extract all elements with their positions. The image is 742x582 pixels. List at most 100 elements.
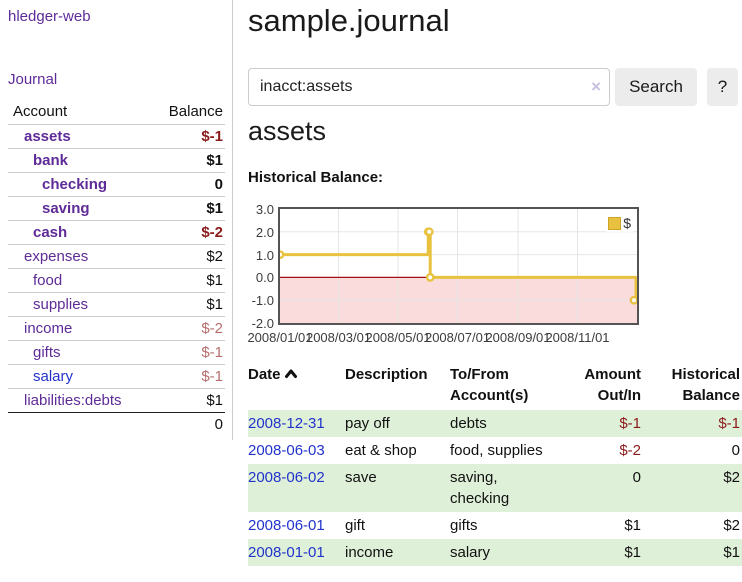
transaction-balance: $1: [723, 544, 740, 561]
account-balance: $-1: [149, 364, 225, 389]
account-row: checking 0: [8, 172, 225, 197]
help-button[interactable]: ?: [707, 68, 738, 106]
date-column-header[interactable]: Date: [248, 362, 345, 410]
chart-legend: $: [606, 214, 633, 232]
account-row: assets $-1: [8, 124, 225, 149]
transaction-date-link[interactable]: 2008-12-31: [248, 415, 325, 432]
account-balance: $1: [149, 268, 225, 293]
account-row: income $-2: [8, 316, 225, 341]
x-tick-label: 2008/09/01: [485, 330, 551, 345]
account-link[interactable]: food: [33, 272, 63, 289]
brand-link[interactable]: hledger-web: [8, 8, 91, 25]
account-balance: 0: [149, 172, 225, 197]
account-row: bank $1: [8, 148, 225, 173]
chart-canvas: [280, 209, 637, 323]
clear-search-icon[interactable]: ×: [591, 77, 601, 96]
transaction-amount: $1: [624, 517, 641, 534]
transaction-row: 2008-12-31 pay off debts $-1 $-1: [248, 410, 742, 437]
transaction-description: gift: [345, 517, 366, 534]
transaction-balance: $2: [723, 469, 740, 486]
account-balance: $1: [149, 292, 225, 317]
y-tick-label: 3.0: [255, 202, 274, 217]
account-link[interactable]: bank: [33, 152, 69, 169]
account-link[interactable]: expenses: [24, 248, 89, 265]
transaction-amount: $-1: [619, 415, 641, 432]
account-row: salary $-1: [8, 364, 225, 389]
accounts-table: Account Balance assets $-1 bank $1 check…: [8, 100, 225, 436]
accounts-total-value: 0: [149, 412, 225, 436]
x-tick-label: 2008/11/01: [545, 330, 610, 345]
y-tick-label: -1.0: [251, 293, 274, 309]
account-link[interactable]: income: [24, 320, 73, 337]
search-bar: × Search ?: [248, 68, 742, 106]
x-tick-label: 2008/07/01: [424, 330, 491, 345]
account-row: food $1: [8, 268, 225, 293]
account-link[interactable]: liabilities:debts: [24, 392, 122, 409]
account-row: supplies $1: [8, 292, 225, 317]
transaction-amount: $1: [624, 544, 641, 561]
account-row: expenses $2: [8, 244, 225, 269]
account-row: saving $1: [8, 196, 225, 221]
search-button[interactable]: Search: [615, 68, 697, 106]
amount-column-header: Amount Out/In: [584, 366, 641, 404]
account-balance: $1: [149, 148, 225, 173]
transaction-row: 2008-06-03 eat & shop food, supplies $-2…: [248, 437, 742, 464]
accounts-column-header: Account: [13, 103, 68, 120]
transaction-description: income: [345, 544, 394, 561]
transaction-description: eat & shop: [345, 442, 417, 459]
transaction-amount: 0: [632, 469, 641, 486]
account-link[interactable]: cash: [33, 224, 68, 241]
account-link[interactable]: supplies: [33, 296, 89, 313]
x-tick-label: 2008/05/01: [365, 330, 431, 345]
transaction-date-link[interactable]: 2008-06-02: [248, 469, 325, 486]
account-row: cash $-2: [8, 220, 225, 245]
search-input[interactable]: [248, 68, 610, 106]
description-column-header: Description: [345, 366, 428, 383]
transaction-accounts: debts: [450, 415, 487, 432]
transaction-row: 2008-06-01 gift gifts $1 $2: [248, 512, 742, 539]
search-box: ×: [248, 68, 610, 106]
transaction-balance: $-1: [718, 415, 740, 432]
account-balance: $2: [149, 244, 225, 269]
transaction-description: save: [345, 469, 377, 486]
account-link[interactable]: checking: [42, 176, 108, 193]
account-link[interactable]: assets: [24, 128, 71, 145]
x-tick-label: 2008/03/01: [305, 330, 372, 345]
transaction-row: 2008-06-02 save saving, checking 0 $2: [248, 464, 742, 512]
accounts-total-row: 0: [8, 412, 225, 436]
x-tick-label: 2008/01/01: [247, 330, 313, 345]
page-title: sample.journal: [248, 3, 450, 38]
account-row: liabilities:debts $1: [8, 388, 225, 413]
account-balance: $-2: [149, 316, 225, 341]
balance-column-header: Historical Balance: [671, 366, 740, 404]
main-content: sample.journal × Search ? assets Histori…: [247, 0, 742, 582]
transaction-accounts: saving, checking: [450, 469, 510, 507]
transaction-date-link[interactable]: 2008-01-01: [248, 544, 325, 561]
legend-label: $: [623, 215, 631, 231]
transaction-description: pay off: [345, 415, 390, 432]
account-link[interactable]: gifts: [33, 344, 61, 361]
transaction-balance: $2: [723, 517, 740, 534]
transaction-balance: 0: [731, 442, 740, 459]
y-tick-label: 1.0: [255, 247, 274, 263]
account-row: gifts $-1: [8, 340, 225, 365]
transaction-accounts: salary: [450, 544, 491, 561]
transaction-amount: $-2: [619, 442, 641, 459]
transaction-accounts: gifts: [450, 517, 478, 534]
y-tick-label: 2.0: [255, 224, 274, 240]
sort-ascending-icon: [284, 369, 297, 378]
chart-label: Historical Balance:: [248, 169, 384, 186]
account-link[interactable]: saving: [42, 200, 90, 217]
account-link[interactable]: salary: [33, 368, 74, 385]
account-balance: $-1: [149, 340, 225, 365]
transaction-date-link[interactable]: 2008-06-01: [248, 517, 325, 534]
account-balance: $1: [149, 388, 225, 413]
balance-column-header: Balance: [168, 103, 223, 120]
account-balance: $-1: [149, 124, 225, 149]
chart-plot-area[interactable]: $: [278, 207, 639, 325]
y-tick-label: 0.0: [255, 270, 274, 286]
sidebar-item-journal[interactable]: Journal: [8, 71, 58, 88]
transaction-date-link[interactable]: 2008-06-03: [248, 442, 325, 459]
account-balance: $-2: [149, 220, 225, 245]
transaction-accounts: food, supplies: [450, 442, 543, 459]
